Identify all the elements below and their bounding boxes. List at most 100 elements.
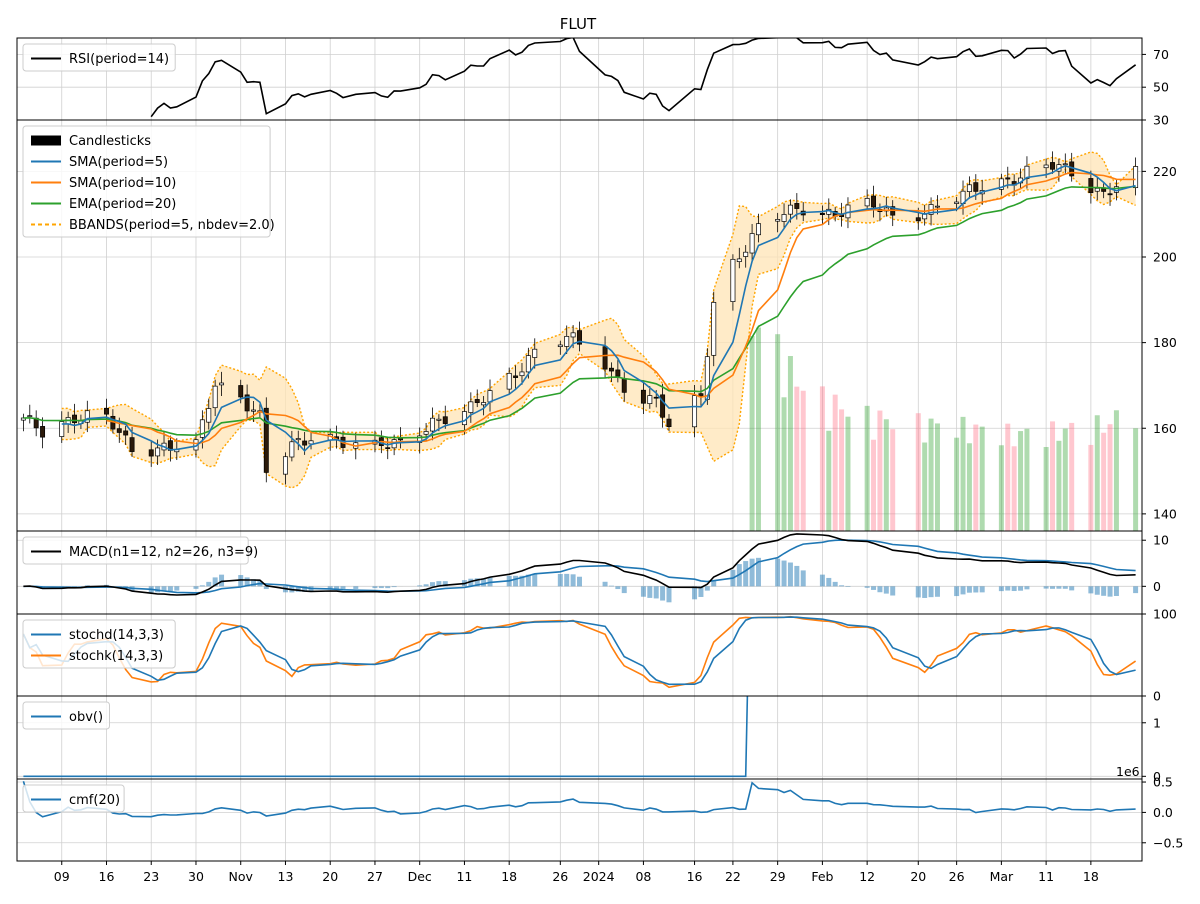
volume-bar <box>890 429 895 531</box>
macd-hist-bar <box>1024 586 1029 589</box>
volume-bar <box>884 419 889 531</box>
macd-hist-bar <box>877 586 882 592</box>
legend-label: cmf(20) <box>69 793 120 808</box>
obv-line <box>23 0 1135 776</box>
legend-label: SMA(period=5) <box>69 155 168 170</box>
volume-bar <box>1088 445 1093 531</box>
legend-label: Candlesticks <box>69 134 151 149</box>
x-tick-label: 16 <box>687 869 703 884</box>
macd-hist-bar <box>558 574 563 586</box>
volume-bar <box>973 425 978 531</box>
x-tick-label: 30 <box>188 869 204 884</box>
candle-body <box>124 431 128 435</box>
volume-bar <box>756 327 761 531</box>
candle-body <box>820 213 824 214</box>
volume-bar <box>954 438 959 531</box>
volume-bar <box>916 413 921 531</box>
candle-body <box>386 448 390 449</box>
candle-body <box>616 370 620 376</box>
candle-body <box>923 214 927 219</box>
volume-bar <box>1024 429 1029 531</box>
chart-title: FLUT <box>560 15 597 33</box>
candle-body <box>219 383 223 385</box>
x-tick-label: 16 <box>99 869 115 884</box>
macd-hist-bar <box>1056 586 1061 588</box>
candle-body <box>424 431 428 434</box>
macd-hist-bar <box>654 586 659 598</box>
volume-bar <box>1095 415 1100 531</box>
rsi-legend: RSI(period=14) <box>23 44 175 71</box>
candle-body <box>865 198 869 205</box>
candle-body <box>967 185 971 192</box>
volume-bar <box>782 397 787 531</box>
x-tick-label: 23 <box>143 869 159 884</box>
y-tick-label: 70 <box>1153 47 1169 62</box>
candle-body <box>871 196 875 207</box>
candle-body <box>303 441 307 445</box>
candle-body <box>782 214 786 221</box>
candle-body <box>622 379 626 393</box>
volume-bar <box>750 336 755 531</box>
candle-body <box>130 438 134 452</box>
candle-body <box>443 417 447 424</box>
candle-body <box>974 183 978 192</box>
y-tick-label: 220 <box>1153 164 1177 179</box>
volume-bar <box>826 431 831 531</box>
candle-body <box>1133 166 1137 187</box>
candle-body <box>712 302 716 355</box>
volume-bar <box>1063 429 1068 531</box>
x-tick-label: Nov <box>229 869 254 884</box>
macd-hist-bar <box>641 586 646 596</box>
macd-hist-bar <box>1108 586 1113 596</box>
candle-body <box>283 457 287 474</box>
legend-label: EMA(period=20) <box>69 197 176 212</box>
y-tick-label: 0 <box>1153 689 1161 704</box>
volume-bar <box>1012 446 1017 531</box>
candle-body <box>737 259 741 262</box>
macd-hist-bar <box>660 586 665 600</box>
cmf-legend: cmf(20) <box>23 785 124 812</box>
volume-bar <box>1018 431 1023 531</box>
candle-body <box>296 438 300 439</box>
macd-hist-bar <box>647 586 652 598</box>
y-tick-label: 100 <box>1153 607 1177 622</box>
macd-hist-bar <box>564 574 569 586</box>
volume-bar <box>1133 428 1138 531</box>
candle-body <box>28 416 32 417</box>
volume-bar <box>1114 410 1119 531</box>
candle-body <box>1050 162 1054 169</box>
obv-offset-text: 1e6 <box>1116 764 1140 779</box>
x-tick-label: 20 <box>322 869 338 884</box>
macd-hist-bar <box>430 582 435 586</box>
candle-body <box>513 376 517 378</box>
macd-hist-bar <box>973 586 978 592</box>
obv-legend: obv() <box>23 702 110 729</box>
candle-body <box>654 397 658 398</box>
obv-plot <box>23 0 1135 776</box>
volume-bar <box>1069 423 1074 531</box>
y-tick-label: 200 <box>1153 250 1177 265</box>
legend-label: RSI(period=14) <box>69 52 169 67</box>
candle-body <box>526 356 530 372</box>
candle-body <box>667 419 671 427</box>
macd-hist-bar <box>571 574 576 586</box>
x-tick-label: 13 <box>278 869 294 884</box>
candle-body <box>207 409 211 423</box>
macd-hist-bar <box>890 586 895 595</box>
volume-bar <box>1005 424 1010 531</box>
macd-hist-bar <box>743 561 748 586</box>
candle-body <box>520 372 524 376</box>
macd-hist-bar <box>372 586 377 588</box>
x-tick-label: 20 <box>910 869 926 884</box>
volume-bar <box>961 417 966 531</box>
volume-bar <box>839 409 844 531</box>
candle-body <box>290 442 294 457</box>
volume-bar <box>871 440 876 531</box>
candle-body <box>72 415 76 423</box>
x-tick-label: 11 <box>1038 869 1054 884</box>
macd-hist-bar <box>385 586 390 588</box>
candle-body <box>916 218 920 221</box>
macd-hist-bar <box>884 586 889 593</box>
macd-hist-bar <box>1044 586 1049 588</box>
